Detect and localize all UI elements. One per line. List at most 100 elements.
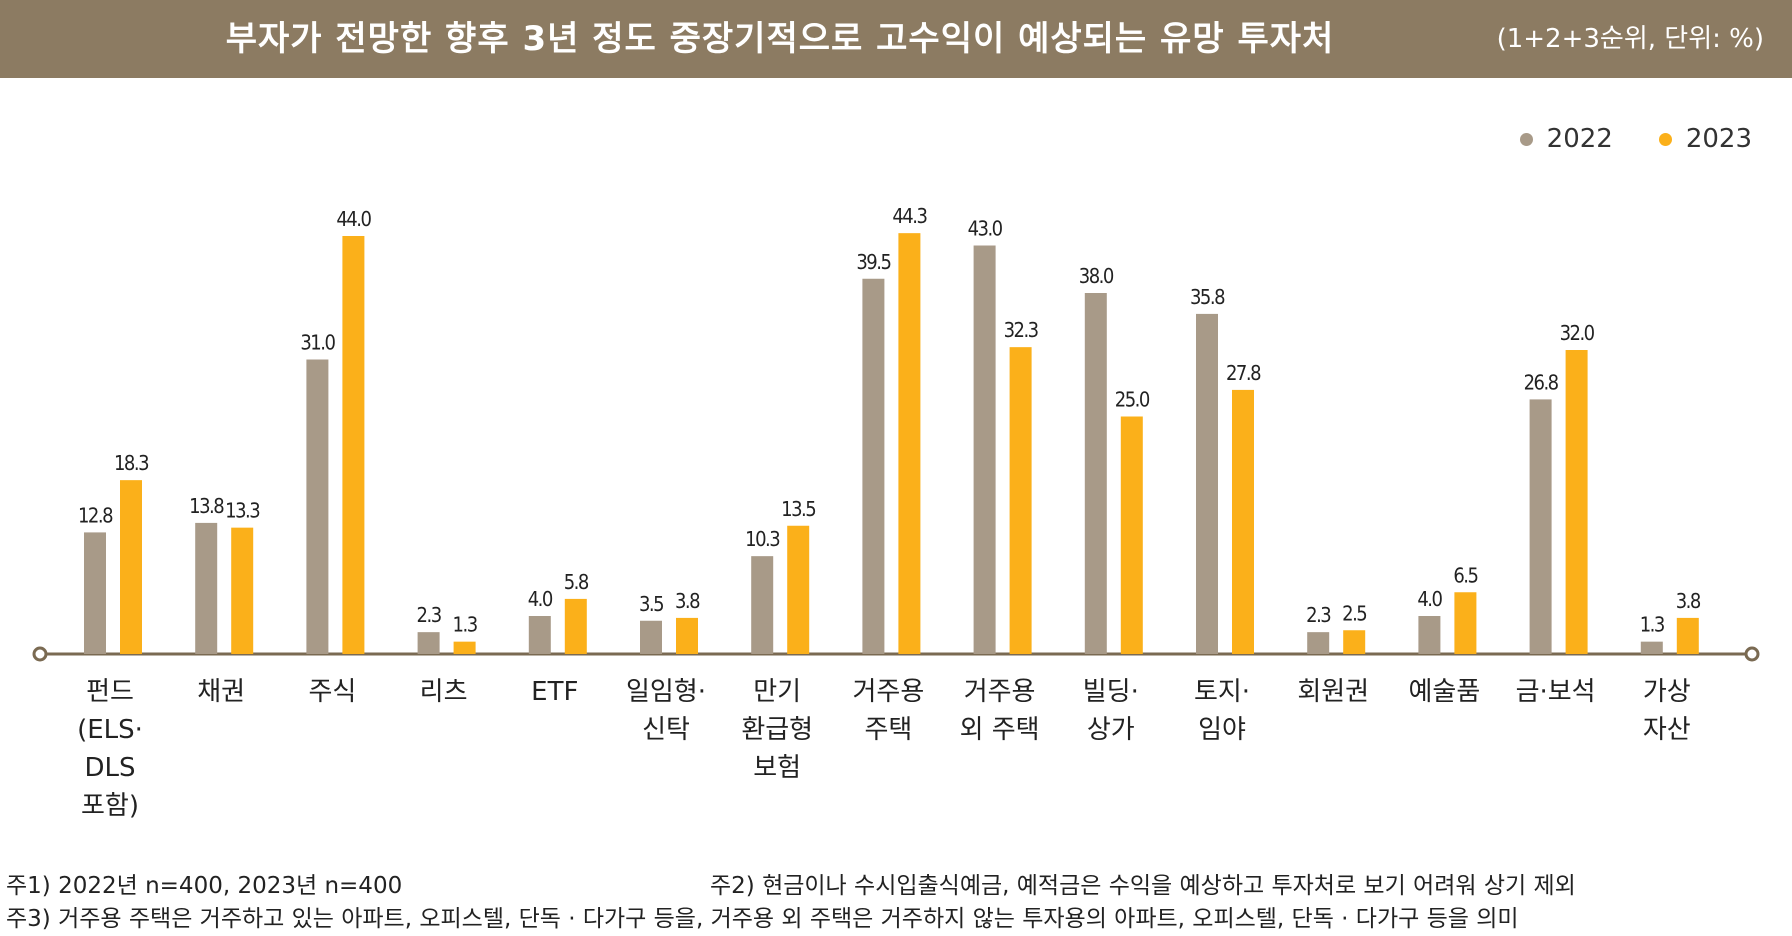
category-label-2-0: 주식 xyxy=(308,677,356,707)
category-label-11-0: 회원권 xyxy=(1297,677,1369,707)
category-label-6-1: 환급형 xyxy=(741,715,813,745)
axis-end-left xyxy=(32,646,48,662)
category-label-0-1: (ELS· xyxy=(77,715,143,745)
category-label-9-0: 빌딩· xyxy=(1083,677,1139,707)
value-label-2022-11: 2.3 xyxy=(1306,603,1331,627)
category-label-5-1: 신탁 xyxy=(642,715,690,745)
bar-2022-13 xyxy=(1529,399,1552,654)
bar-2023-0 xyxy=(120,480,142,654)
bar-2023-8 xyxy=(1009,347,1032,654)
unit-note: (1+2+3순위, 단위: %) xyxy=(1496,24,1764,54)
value-label-2023-11: 2.5 xyxy=(1342,601,1366,625)
value-label-2023-3: 1.3 xyxy=(453,613,478,637)
value-label-2022-12: 4.0 xyxy=(1417,587,1442,611)
bar-2022-0 xyxy=(84,532,106,654)
category-label-1-0: 채권 xyxy=(197,677,245,707)
legend-item-2022: 2022 xyxy=(1519,124,1613,154)
value-label-2023-9: 25.0 xyxy=(1115,388,1150,412)
bar-2023-10 xyxy=(1232,389,1254,654)
value-label-2022-8: 43.0 xyxy=(968,217,1003,241)
bar-2022-8 xyxy=(973,245,996,654)
category-label-0-3: 포함) xyxy=(81,791,139,821)
bar-2023-5 xyxy=(676,617,698,654)
category-label-8-0: 거주용 xyxy=(964,677,1036,707)
value-label-2022-10: 35.8 xyxy=(1190,285,1225,309)
value-label-2023-8: 32.3 xyxy=(1004,318,1039,342)
bar-2022-6 xyxy=(751,556,774,654)
value-label-2023-5: 3.8 xyxy=(675,589,700,613)
category-label-10-1: 임야 xyxy=(1198,715,1246,745)
legend: 2022 2023 xyxy=(1519,124,1752,154)
note-2: 주2) 현금이나 수시입출식예금, 예적금은 수익을 예상하고 투자처로 보기 … xyxy=(710,873,1576,899)
bar-2023-13 xyxy=(1565,350,1588,654)
legend-label-2023: 2023 xyxy=(1685,124,1752,154)
category-label-0-2: DLS xyxy=(84,753,135,783)
title-bar: 부자가 전망한 향후 3년 정도 중장기적으로 고수익이 예상되는 유망 투자처… xyxy=(0,0,1792,78)
value-label-2023-10: 27.8 xyxy=(1226,361,1261,385)
category-label-3-0: 리츠 xyxy=(420,677,468,707)
category-label-4-0: ETF xyxy=(531,677,578,707)
value-label-2022-9: 38.0 xyxy=(1079,264,1114,288)
category-label-5-0: 일임형· xyxy=(626,677,706,707)
value-label-2023-13: 32.0 xyxy=(1560,321,1595,345)
bar-2022-9 xyxy=(1084,293,1107,654)
value-label-2022-6: 10.3 xyxy=(745,527,780,551)
value-label-2023-2: 44.0 xyxy=(336,207,371,231)
bar-chart: 12.8 18.3 펀드 (ELS· DLS 포함) 13.8 13.3 채권 31.0 44.0 주… xyxy=(32,204,1760,821)
category-label-9-1: 상가 xyxy=(1087,715,1135,745)
category-label-13-0: 금·보석 xyxy=(1516,677,1596,707)
legend-label-2022: 2022 xyxy=(1546,124,1613,154)
value-label-2022-7: 39.5 xyxy=(856,250,890,274)
axis-end-right xyxy=(1744,646,1760,662)
category-label-14-1: 자산 xyxy=(1643,715,1691,745)
value-label-2022-4: 4.0 xyxy=(528,587,553,611)
legend-item-2023: 2023 xyxy=(1658,124,1752,154)
bar-2022-5 xyxy=(640,620,662,654)
bar-2023-14 xyxy=(1676,617,1699,654)
category-label-10-0: 토지· xyxy=(1194,677,1250,707)
category-label-6-2: 보험 xyxy=(753,753,801,783)
bar-2023-1 xyxy=(231,527,254,654)
value-label-2023-6: 13.5 xyxy=(781,497,815,521)
value-label-2023-12: 6.5 xyxy=(1453,563,1477,587)
chart-title: 부자가 전망한 향후 3년 정도 중장기적으로 고수익이 예상되는 유망 투자처 xyxy=(225,19,1335,59)
bar-2022-12 xyxy=(1418,616,1441,654)
note-1: 주1) 2022년 n=400, 2023년 n=400 xyxy=(6,873,403,899)
value-label-2023-4: 5.8 xyxy=(564,570,589,594)
bar-2022-10 xyxy=(1196,313,1218,654)
bar-2023-12 xyxy=(1454,592,1477,654)
bar-2022-11 xyxy=(1307,632,1330,654)
value-label-2022-3: 2.3 xyxy=(417,603,442,627)
value-label-2022-0: 12.8 xyxy=(78,503,113,527)
bar-2022-1 xyxy=(195,522,218,654)
bar-2023-4 xyxy=(564,598,587,654)
value-label-2022-5: 3.5 xyxy=(639,592,663,616)
legend-dot-2022 xyxy=(1519,132,1533,146)
bar-2023-11 xyxy=(1343,630,1366,654)
category-label-8-1: 외 주택 xyxy=(960,715,1040,745)
bar-2023-6 xyxy=(787,525,810,654)
bar-2023-7 xyxy=(898,233,921,654)
value-label-2023-14: 3.8 xyxy=(1676,589,1701,613)
legend-dot-2023 xyxy=(1658,132,1672,146)
category-label-6-0: 만기 xyxy=(753,677,801,707)
bar-2022-7 xyxy=(862,278,885,654)
value-label-2023-7: 44.3 xyxy=(892,204,927,228)
bar-2022-4 xyxy=(528,616,551,654)
bar-2023-3 xyxy=(453,641,476,654)
bar-2023-2 xyxy=(342,236,365,654)
value-label-2023-1: 13.3 xyxy=(225,499,260,523)
bar-2022-3 xyxy=(417,632,440,654)
category-label-7-1: 주택 xyxy=(864,715,912,745)
value-label-2022-2: 31.0 xyxy=(300,331,335,355)
note-3: 주3) 거주용 주택은 거주하고 있는 아파트, 오피스텔, 단독 · 다가구 … xyxy=(6,906,1519,932)
value-label-2022-1: 13.8 xyxy=(189,494,224,518)
bar-2023-9 xyxy=(1120,416,1143,654)
value-label-2022-13: 26.8 xyxy=(1524,370,1559,394)
bar-2022-2 xyxy=(306,359,329,654)
category-label-14-0: 가상 xyxy=(1643,677,1691,707)
value-label-2023-0: 18.3 xyxy=(114,451,149,475)
value-label-2022-14: 1.3 xyxy=(1640,613,1665,637)
category-label-7-0: 거주용 xyxy=(853,677,925,707)
category-label-0-0: 펀드 xyxy=(86,677,134,707)
